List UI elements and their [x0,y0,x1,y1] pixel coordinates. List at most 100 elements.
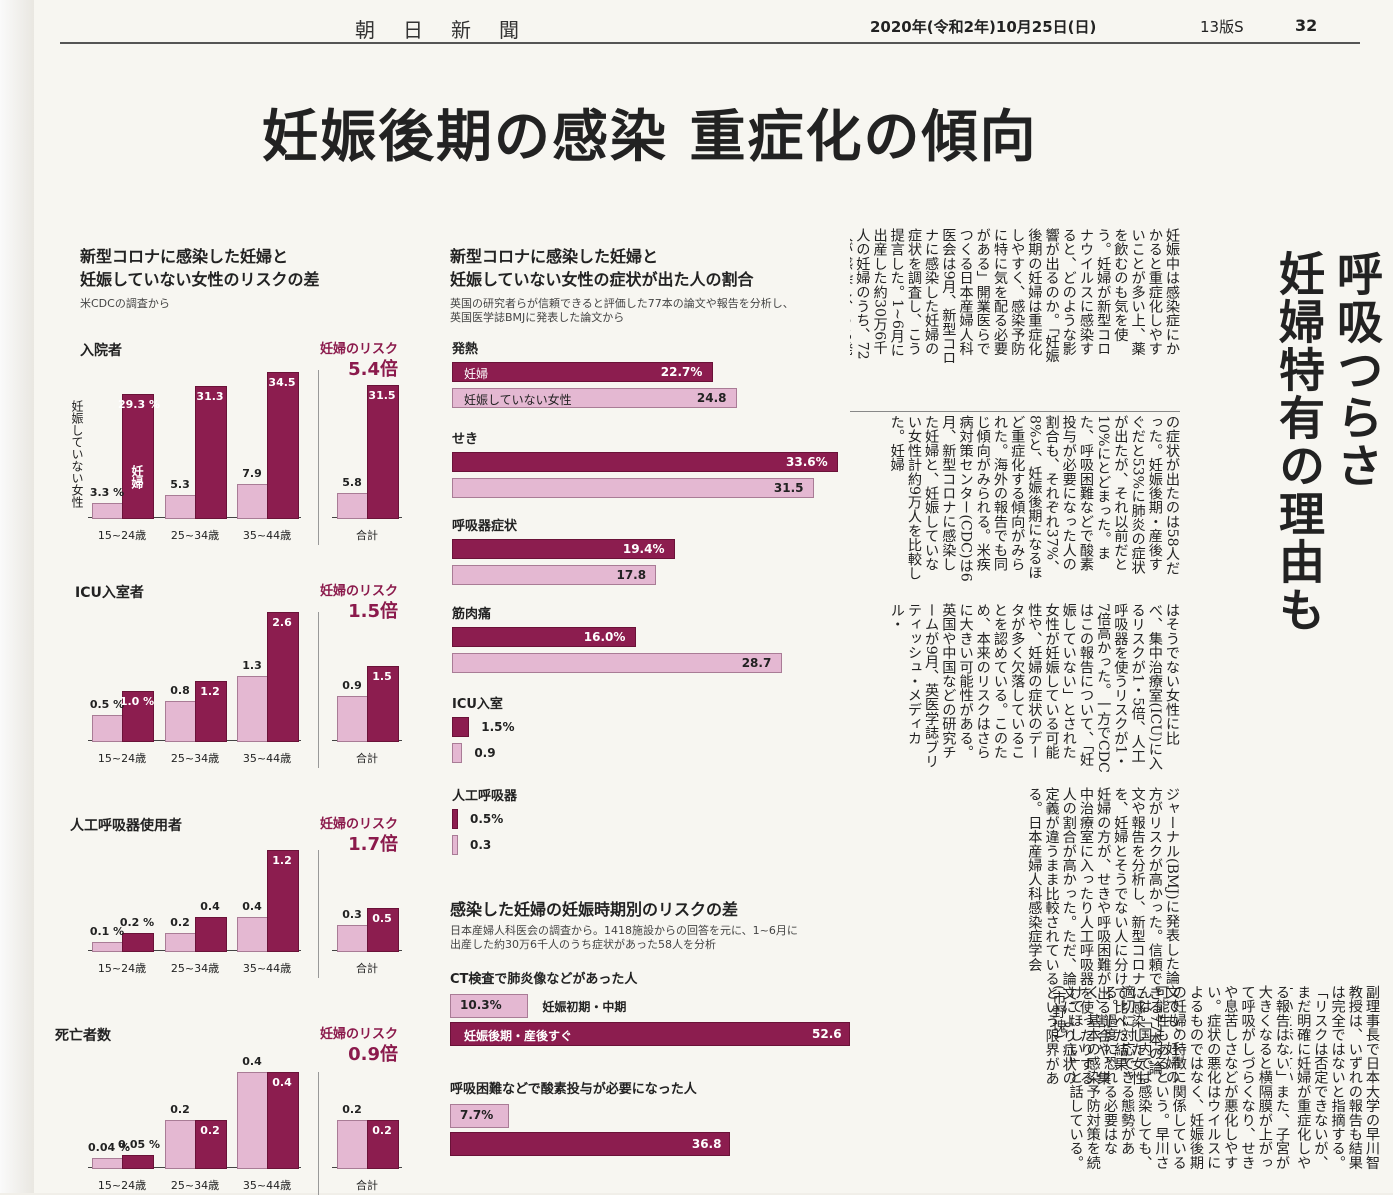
chart-3-label-nonpregnant-1: 0.2 [170,916,190,930]
left-chart-title: 新型コロナに感染した妊婦と 妊娠していない女性のリスクの差 [80,245,320,291]
symptom-value-nonpregnant-5: 0.3 [470,838,492,852]
symptom-value-pregnant-5: 0.5% [470,812,504,826]
chart-3-label-pregnant-0: 0.2 % [119,916,155,930]
chart-4-label-nonpregnant-2: 0.4 [242,1055,262,1068]
chart-3-label-nonpregnant-3: 0.3 [342,908,362,921]
period-value-early-0: 10.3% [460,998,502,1012]
chart-3-label-nonpregnant-2: 0.4 [242,899,262,913]
symptom-bar-pregnant-2 [452,539,675,559]
symptom-bar-nonpregnant-1 [452,478,814,498]
chart-3-divider [318,850,319,978]
symptom-bar-pregnant-0 [452,362,713,382]
chart-4-label-nonpregnant-1: 0.2 [170,1102,190,1116]
chart-3-bar-pregnant-3 [367,908,399,952]
symptom-category-2: 呼吸器症状 [452,519,518,534]
symptom-legend-pregnant: 妊婦 [464,367,489,381]
chart-2-bar-pregnant-0 [122,690,154,742]
chart-3-bar-pregnant-1 [195,916,227,952]
symptom-category-3: 筋肉痛 [452,607,492,622]
period-value-late-1: 36.8 [691,1137,722,1151]
period-chart-note: 日本産婦人科医会の調査から。1418施設からの回答を元に、1~6月に 出産した約… [450,924,798,952]
chart-2-label-nonpregnant-3: 0.9 [342,678,362,692]
period-value-late-0: 52.6 [812,1027,842,1041]
chart-3-bar-nonpregnant-0 [92,941,124,952]
chart-1-risk-value: 5.4倍 [348,359,398,380]
page-fold-shadow [0,0,34,1193]
chart-1-xlabel-1: 25~34歳 [170,529,220,542]
chart-2-risk-value: 1.5倍 [348,601,398,622]
chart-1-bar-nonpregnant-3 [337,492,369,519]
chart-2-xlabel-3: 合計 [356,752,378,765]
left-chart-source: 米CDCの調査から [80,297,170,310]
chart-1-bar-pregnant-0 [122,393,154,519]
headline: 妊娠後期の感染 重症化の傾向 [262,104,1038,170]
chart-1-label-nonpregnant-0: 3.3 % [89,486,125,500]
chart-3-risk-label: 妊婦のリスク [319,817,398,832]
newspaper-page [34,0,1393,1193]
legend-nonpregnant: 妊娠していない女性 [70,400,84,508]
article-column-5: る報告はない」また、子宮が大きくなると横隔膜が上がって呼吸がしづらくなり、せきや… [1050,985,1290,1170]
edition: 13版S [1200,18,1244,36]
symptom-bar-nonpregnant-2 [452,565,657,585]
chart-4-label-nonpregnant-0: 0.04 % [88,1140,130,1154]
chart-4-label-pregnant-0: 0.05 % [118,1138,160,1152]
chart-2-label-pregnant-2: 2.6 [272,616,292,629]
chart-3-risk-value: 1.7倍 [348,834,398,855]
symptom-bar-pregnant-3 [452,627,636,647]
period-bar-early-0 [450,994,529,1018]
chart-2-bar-pregnant-1 [195,680,227,742]
symptom-bar-nonpregnant-3 [452,653,782,673]
chart-3-xlabel-2: 35~44歳 [242,962,292,975]
chart-2-label-pregnant-3: 1.5 [372,670,392,684]
symptom-chart-title-line2: 妊娠していない女性の症状が出た人の割合 [450,270,754,289]
symptom-legend-nonpregnant: 妊娠していない女性 [464,393,572,407]
chart-3-xlabel-0: 15~24歳 [97,962,147,975]
chart-4-risk-label: 妊婦のリスク [319,1027,398,1042]
period-chart-note-line1: 日本産婦人科医会の調査から。1418施設からの回答を元に、1~6月に [450,924,798,937]
chart-2-label-pregnant-0: 1.0 % [119,694,155,708]
chart-3-xlabel-1: 25~34歳 [170,962,220,975]
chart-2-bar-nonpregnant-2 [237,676,269,742]
column-rule-1 [850,411,1180,412]
chart-1-label-pregnant-3: 31.5 [368,388,396,402]
chart-1-bar-pregnant-2 [267,372,299,519]
article-column-4: ジャーナル(BMJ)に発表した論文でも、妊婦の方がリスクが高かった。信頼できる7… [1026,787,1180,1086]
chart-2-label-nonpregnant-2: 1.3 [242,659,262,672]
symptom-bar-pregnant-4 [452,717,470,737]
symptom-category-5: 人工呼吸器 [452,789,518,804]
symptom-value-pregnant-2: 19.4% [622,542,665,556]
chart-3-label-pregnant-3: 0.5 [372,912,392,926]
chart-1-bar-nonpregnant-2 [237,483,269,519]
period-bar-early-1 [450,1104,509,1128]
chart-4-xlabel-0: 15~24歳 [97,1179,147,1192]
symptom-bar-nonpregnant-0 [452,388,737,408]
chart-2-xlabel-0: 15~24歳 [97,752,147,765]
chart-2-bar-pregnant-2 [267,612,299,742]
left-chart-title-line1: 新型コロナに感染した妊婦と [80,247,289,266]
chart-4-label-nonpregnant-3: 0.2 [342,1102,362,1116]
chart-2-risk-label: 妊婦のリスク [319,584,398,599]
symptom-bar-pregnant-1 [452,452,838,472]
left-chart-title-line2: 妊娠していない女性のリスクの差 [80,270,320,289]
symptom-value-pregnant-1: 33.6% [786,455,828,469]
symptom-chart-note-line2: 英国医学誌BMJに発表した論文から [450,311,625,324]
chart-1-bar-nonpregnant-1 [165,494,197,519]
chart-2-divider [318,612,319,768]
symptom-value-nonpregnant-1: 31.5 [773,481,804,495]
chart-1-xlabel-2: 35~44歳 [242,529,292,542]
chart-4-bar-pregnant-3 [367,1119,399,1169]
chart-4-xlabel-1: 25~34歳 [170,1179,220,1192]
chart-3-bar-nonpregnant-1 [165,933,197,952]
chart-4-title: 死亡者数 [55,1028,111,1044]
chart-2-label-pregnant-1: 1.2 [200,684,220,698]
chart-3-xlabel-3: 合計 [356,962,378,975]
symptom-bar-pregnant-5 [452,809,458,829]
symptom-value-nonpregnant-2: 17.8 [616,568,647,582]
chart-3-title: 人工呼吸器使用者 [70,818,182,834]
period-category-0: CT検査で肺炎像などがあった人 [450,972,638,987]
chart-2-xlabel-1: 25~34歳 [170,752,220,765]
chart-2-title: ICU入室者 [75,585,144,601]
chart-1-bar-nonpregnant-0 [92,503,124,519]
symptom-chart-note-line1: 英国の研究者らが信頼できると評価した77本の論文や報告を分析し、 [450,297,794,310]
chart-4-divider [318,1072,319,1195]
